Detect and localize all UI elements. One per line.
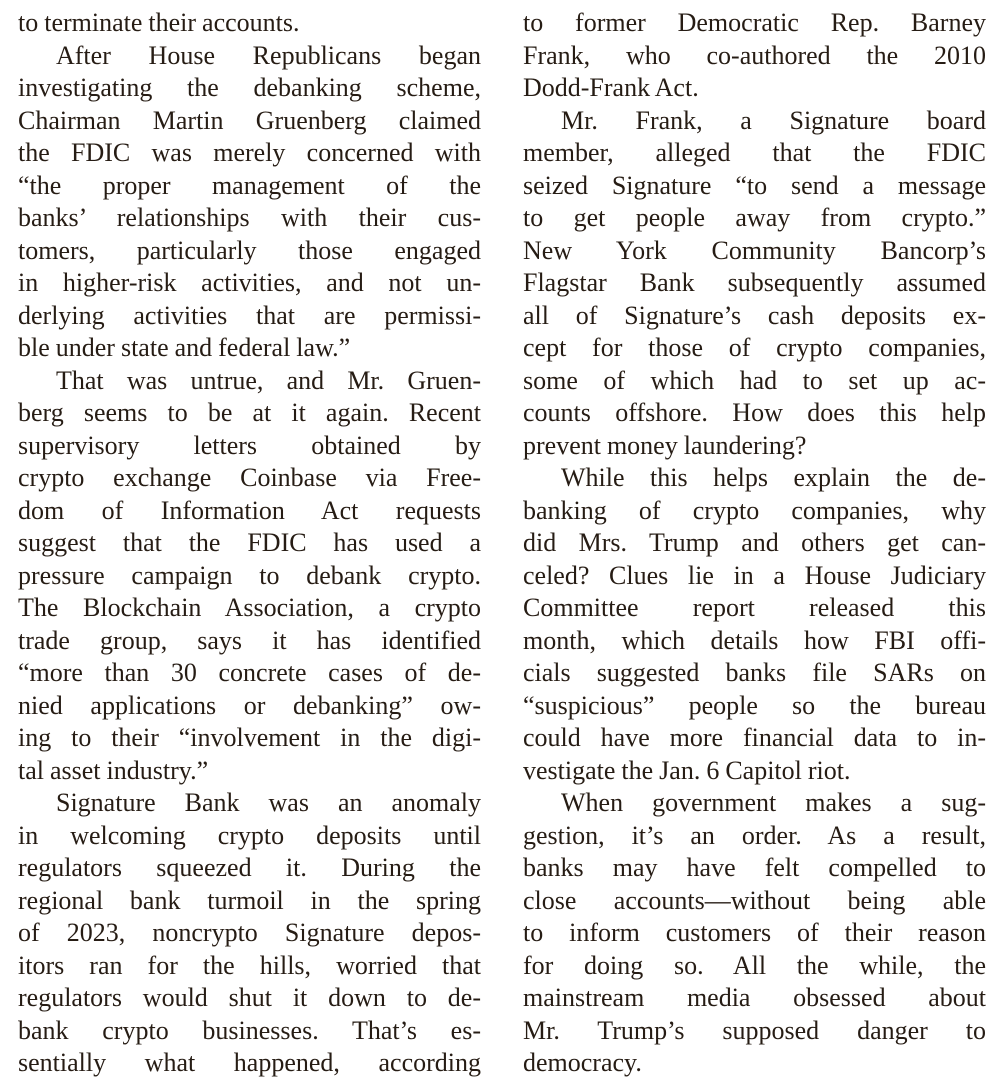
text-line: bank crypto businesses. That’s es- xyxy=(18,1015,481,1045)
text-line: Committee report released this xyxy=(523,593,986,622)
text-line: tomers, particularly those engaged xyxy=(18,235,481,265)
text-line: Frank, who co-authored the 2010 xyxy=(523,40,986,70)
text-line: did Mrs. Trump and others get can- xyxy=(523,528,986,557)
text-line: the FDIC was merely concerned with xyxy=(18,138,481,167)
text-line: gestion, it’s an order. As a result, xyxy=(523,820,986,850)
text-line: ing to their “involvement in the digi- xyxy=(18,723,481,752)
text-line: itors ran for the hills, worried that xyxy=(18,950,481,980)
text-line: Flagstar Bank subsequently assumed xyxy=(523,268,986,297)
text-line: seized Signature “to send a message xyxy=(523,170,986,200)
text-line: member, alleged that the FDIC xyxy=(523,138,986,167)
text-line: vestigate the Jan. 6 Capitol riot. xyxy=(523,755,851,785)
text-line: “suspicious” people so the bureau xyxy=(523,690,986,720)
text-line: Mr. Frank, a Signature board xyxy=(561,105,986,135)
text-line: all of Signature’s cash deposits ex- xyxy=(523,300,986,330)
text-line: That was untrue, and Mr. Gruen- xyxy=(56,365,481,395)
text-line: Chairman Martin Gruenberg claimed xyxy=(18,105,481,135)
text-line: regulators squeezed it. During the xyxy=(18,853,481,882)
text-line: The Blockchain Association, a crypto xyxy=(18,593,481,622)
text-line: Signature Bank was an anomaly xyxy=(56,788,481,817)
text-line: cept for those of crypto companies, xyxy=(523,333,986,362)
text-line: tal asset industry.” xyxy=(18,755,209,785)
text-line: in higher-risk activities, and not un- xyxy=(18,268,481,297)
article-column-right: to former Democratic Rep. Barney Frank, w… xyxy=(523,7,986,1082)
text-line: Mr. Trump’s supposed danger to xyxy=(523,1015,986,1045)
text-line: “more than 30 concrete cases of de- xyxy=(18,658,481,687)
text-line: crypto exchange Coinbase via Free- xyxy=(18,463,481,492)
text-line: to inform customers of their reason xyxy=(523,918,986,947)
text-line: After House Republicans began xyxy=(56,40,481,70)
text-line: New York Community Bancorp’s xyxy=(523,235,986,265)
text-line: regional bank turmoil in the spring xyxy=(18,885,481,915)
text-line: ble under state and federal law.” xyxy=(18,333,351,362)
text-line: banks’ relationships with their cus- xyxy=(18,203,481,232)
text-line: derlying activities that are permissi- xyxy=(18,300,481,330)
text-line: “the proper management of the xyxy=(18,170,481,200)
text-line: While this helps explain the de- xyxy=(561,463,986,492)
text-line: could have more financial data to in- xyxy=(523,723,986,752)
text-line: sentially what happened, according xyxy=(18,1048,481,1077)
text-line: counts offshore. How does this help xyxy=(523,398,986,427)
text-line: investigating the debanking scheme, xyxy=(18,73,481,102)
text-line: celed? Clues lie in a House Judiciary xyxy=(523,560,986,590)
text-line: to get people away from crypto.” xyxy=(523,203,986,232)
text-line: to former Democratic Rep. Barney xyxy=(523,8,986,37)
text-line: supervisory letters obtained by xyxy=(18,430,481,460)
text-line: of 2023, noncrypto Signature depos- xyxy=(18,918,481,947)
text-line: in welcoming crypto deposits until xyxy=(18,820,481,850)
text-line: cials suggested banks file SARs on xyxy=(523,658,986,687)
text-line: month, which details how FBI offi- xyxy=(523,625,986,655)
text-line: dom of Information Act requests xyxy=(18,495,481,525)
text-line: close accounts—without being able xyxy=(523,885,986,915)
text-line: pressure campaign to debank crypto. xyxy=(18,560,481,590)
text-line: some of which had to set up ac- xyxy=(523,365,986,395)
text-line: Dodd-Frank Act. xyxy=(523,73,699,102)
text-line: democracy. xyxy=(523,1048,642,1077)
text-line: When government makes a sug- xyxy=(561,788,986,817)
text-line: nied applications or debanking” ow- xyxy=(18,690,481,720)
text-line: to terminate their accounts. xyxy=(18,8,300,37)
text-line: regulators would shut it down to de- xyxy=(18,983,481,1012)
text-line: mainstream media obsessed about xyxy=(523,983,986,1012)
text-line: suggest that the FDIC has used a xyxy=(18,528,481,557)
text-line: for doing so. All the while, the xyxy=(523,950,986,980)
text-line: banks may have felt compelled to xyxy=(523,853,986,882)
article-column-left: to terminate their accounts. After House … xyxy=(18,7,481,1082)
text-line: trade group, says it has identified xyxy=(18,625,481,655)
text-line: berg seems to be at it again. Recent xyxy=(18,398,481,427)
text-line: prevent money laundering? xyxy=(523,430,807,460)
text-line: banking of crypto companies, why xyxy=(523,495,986,525)
